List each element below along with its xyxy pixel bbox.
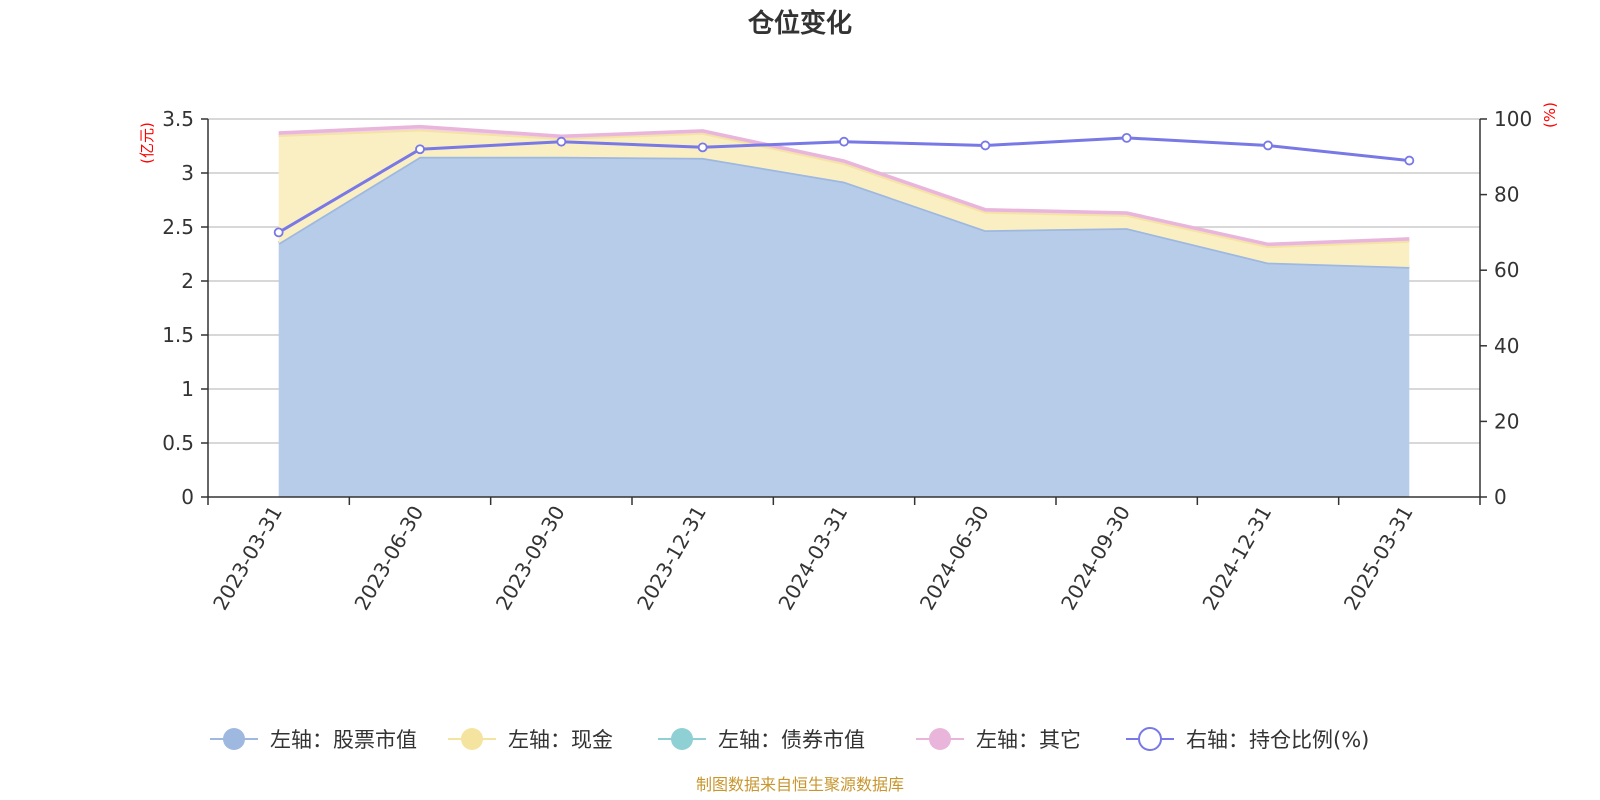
x-tick-label: 2024-03-31: [773, 502, 852, 615]
left-tick-label: 2.5: [162, 215, 194, 239]
ratio-point: [1121, 132, 1132, 143]
x-tick-label: 2024-06-30: [915, 502, 994, 615]
area-左轴：现金: [278, 129, 1410, 267]
left-tick-label: 3.5: [162, 107, 194, 131]
x-tick-label: 2025-03-31: [1339, 502, 1418, 615]
legend-marker: [223, 728, 245, 750]
stacked-areas: [277, 124, 1410, 498]
legend-label: 左轴：其它: [976, 728, 1081, 752]
x-tick-label: 2024-12-31: [1197, 502, 1276, 615]
ratio-point: [697, 142, 708, 153]
legend-label: 右轴：持仓比例(%): [1186, 728, 1369, 752]
legend-label: 左轴：股票市值: [270, 728, 417, 752]
x-tick-label: 2023-06-30: [349, 502, 428, 615]
legend-marker: [461, 728, 483, 750]
chart-title: 仓位变化: [747, 8, 852, 39]
x-tick-label: 2023-12-31: [632, 502, 711, 615]
ratio-point: [415, 144, 425, 155]
right-tick-label: 80: [1494, 183, 1519, 207]
right-axis-unit: (%): [1541, 102, 1559, 128]
right-tick-label: 40: [1494, 334, 1519, 358]
area-edge-左轴：其它: [278, 124, 1410, 247]
left-tick-label: 3: [181, 161, 194, 185]
area-左轴：股票市值: [278, 156, 1410, 498]
holding-ratio-line: [273, 132, 1415, 238]
left-tick-label: 0.5: [162, 431, 194, 455]
right-tick-label: 100: [1494, 107, 1532, 131]
legend-marker: [1138, 727, 1162, 751]
ratio-point: [1404, 155, 1415, 166]
legend-marker: [671, 728, 693, 750]
legend-label: 左轴：现金: [508, 728, 613, 752]
ratio-point: [980, 140, 991, 151]
left-tick-label: 0: [181, 485, 194, 509]
x-tick-label: 2024-09-30: [1056, 502, 1135, 615]
legend: 左轴：股票市值 左轴：现金 左轴：债券市值 左轴：其它 右轴：持仓比例(%): [210, 727, 1369, 752]
left-axis-unit: (亿元): [138, 122, 156, 164]
right-tick-label: 20: [1494, 409, 1519, 433]
left-tick-label: 1: [181, 377, 194, 401]
ratio-point: [839, 136, 849, 147]
legend-marker: [929, 728, 951, 750]
left-tick-label: 2: [181, 269, 194, 293]
ratio-point: [273, 227, 284, 238]
legend-label: 左轴：债券市值: [718, 728, 865, 752]
left-tick-label: 1.5: [162, 323, 194, 347]
ratio-point: [1263, 140, 1273, 151]
x-tick-label: 2023-03-31: [208, 502, 287, 615]
right-tick-label: 60: [1494, 258, 1519, 282]
right-tick-label: 0: [1494, 485, 1507, 509]
source-note: 制图数据来自恒生聚源数据库: [696, 775, 904, 794]
x-tick-label: 2023-09-30: [491, 502, 570, 615]
ratio-point: [556, 136, 567, 147]
